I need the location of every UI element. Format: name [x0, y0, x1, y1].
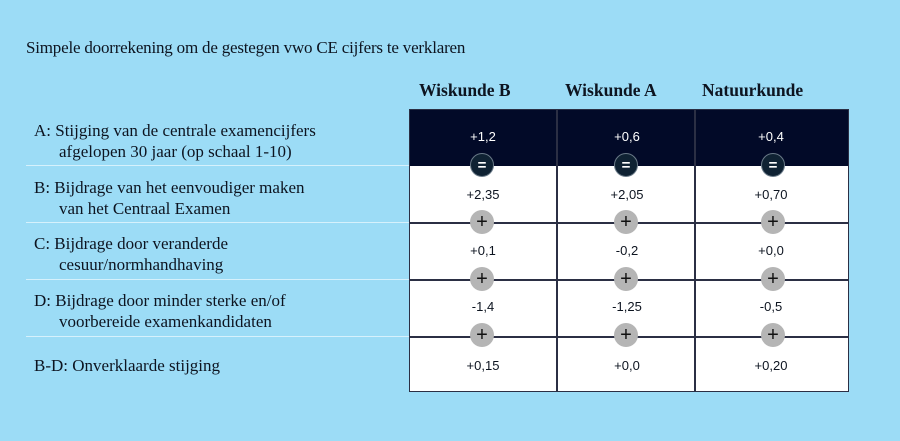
plus-icon: + — [470, 210, 494, 234]
row-label-b-line1: B: Bijdrage van het eenvoudiger maken — [34, 178, 305, 197]
row-separator — [26, 336, 409, 337]
results-table: +1,2 +0,6 +0,4 +2,35 +2,05 +0,70 +0,1 -0… — [409, 109, 849, 392]
row-label-bd: B-D: Onverklaarde stijging — [34, 355, 220, 376]
cell-c-wiskunde-b: +0,1 — [470, 243, 496, 258]
cell-b-natuurkunde: +0,70 — [754, 187, 788, 202]
cell-b-wiskunde-b: +2,35 — [466, 187, 500, 202]
plus-icon: + — [761, 323, 785, 347]
equals-icon: = — [614, 153, 638, 177]
cell-bd-wiskunde-a: +0,0 — [614, 358, 640, 373]
plus-icon: + — [614, 210, 638, 234]
cell-bd-natuurkunde: +0,20 — [754, 358, 788, 373]
equals-icon: = — [761, 153, 785, 177]
column-header-wiskunde-b: Wiskunde B — [419, 80, 511, 100]
row-label-a: A: Stijging van de centrale examencijfer… — [34, 120, 316, 162]
column-divider — [694, 110, 696, 391]
row-label-b-line2: van het Centraal Examen — [59, 199, 231, 218]
plus-icon: + — [470, 267, 494, 291]
row-label-c-line1: C: Bijdrage door veranderde — [34, 234, 229, 253]
diagram-title: Simpele doorrekening om de gestegen vwo … — [26, 38, 466, 57]
row-label-bd-line1: B-D: Onverklaarde stijging — [34, 356, 221, 375]
plus-icon: + — [761, 267, 785, 291]
equals-icon: = — [470, 153, 494, 177]
plus-icon: + — [614, 323, 638, 347]
cell-b-wiskunde-a: +2,05 — [610, 187, 644, 202]
plus-icon: + — [761, 210, 785, 234]
row-label-d-line2: voorbereide examenkandidaten — [59, 312, 272, 331]
row-separator — [26, 222, 409, 223]
cell-d-wiskunde-a: -1,25 — [612, 299, 642, 314]
cell-a-wiskunde-b: +1,2 — [470, 129, 496, 144]
row-label-c: C: Bijdrage door veranderde cesuur/normh… — [34, 233, 228, 275]
cell-d-wiskunde-b: -1,4 — [471, 299, 495, 314]
cell-a-natuurkunde: +0,4 — [758, 129, 784, 144]
plus-icon: + — [614, 267, 638, 291]
row-separator — [26, 279, 409, 280]
cell-a-wiskunde-a: +0,6 — [614, 129, 640, 144]
row-separator — [26, 165, 409, 166]
column-header-natuurkunde: Natuurkunde — [702, 80, 804, 100]
plus-icon: + — [470, 323, 494, 347]
row-label-a-line2: afgelopen 30 jaar (op schaal 1-10) — [59, 142, 292, 161]
row-label-b: B: Bijdrage van het eenvoudiger maken va… — [34, 177, 305, 219]
row-label-c-line2: cesuur/normhandhaving — [59, 255, 224, 274]
row-label-d-line1: D: Bijdrage door minder sterke en/of — [34, 291, 286, 310]
cell-d-natuurkunde: -0,5 — [759, 299, 783, 314]
row-label-d: D: Bijdrage door minder sterke en/of voo… — [34, 290, 286, 332]
cell-c-wiskunde-a: -0,2 — [615, 243, 639, 258]
column-divider — [556, 110, 558, 391]
cell-c-natuurkunde: +0,0 — [758, 243, 784, 258]
column-header-wiskunde-a: Wiskunde A — [565, 80, 657, 100]
cell-bd-wiskunde-b: +0,15 — [466, 358, 500, 373]
row-label-a-line1: A: Stijging van de centrale examencijfer… — [34, 121, 316, 140]
